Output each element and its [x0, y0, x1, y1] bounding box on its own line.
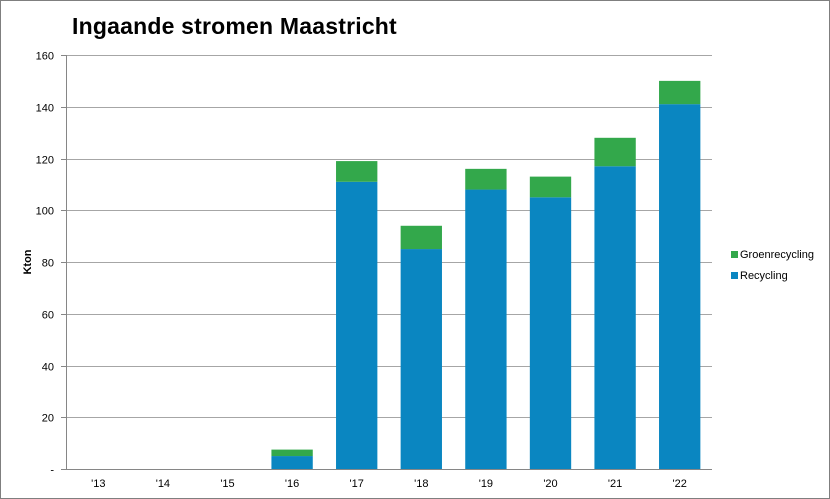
y-tick-label: 40: [42, 362, 54, 374]
bar-groenrecycling-6: [465, 168, 507, 190]
bar-recycling-6: [465, 189, 507, 470]
bar-groenrecycling-9: [659, 80, 701, 105]
x-tick-label: '13: [91, 478, 105, 490]
y-axis-label: Kton: [22, 249, 34, 274]
legend: Groenrecycling Recycling: [731, 249, 814, 282]
x-tick-label: '19: [479, 478, 493, 490]
x-tick-label: '22: [673, 478, 687, 490]
x-tick-label: '15: [220, 478, 234, 490]
legend-swatch-recycling: [731, 272, 738, 279]
x-tick-label: '17: [350, 478, 364, 490]
y-tick-label: 160: [36, 51, 54, 63]
y-tick-labels: - 20 40 60 80 100 120 140 160: [36, 51, 55, 477]
legend-label-recycling: Recycling: [740, 270, 788, 282]
bar-groenrecycling-8: [594, 137, 636, 167]
bar-groenrecycling-3: [271, 449, 313, 457]
bars: [271, 80, 701, 470]
chart-title: Ingaande stromen Maastricht: [72, 13, 397, 39]
y-tick-label: -: [50, 465, 54, 477]
bar-groenrecycling-4: [336, 161, 378, 182]
legend-swatch-groenrecycling: [731, 251, 738, 258]
axes: [61, 55, 712, 470]
x-tick-label: '16: [285, 478, 299, 490]
y-tick-label: 120: [36, 155, 54, 167]
bar-recycling-5: [400, 249, 442, 469]
y-tick-label: 100: [36, 206, 54, 218]
x-tick-label: '21: [608, 478, 622, 490]
x-tick-label: '18: [414, 478, 428, 490]
bar-recycling-8: [594, 166, 636, 469]
x-tick-labels: '13 '14 '15 '16 '17 '18 '19 '20 '21 '22: [91, 478, 687, 490]
bar-recycling-7: [529, 197, 572, 469]
y-tick-label: 80: [42, 258, 54, 270]
x-tick-label: '20: [543, 478, 557, 490]
legend-label-groenrecycling: Groenrecycling: [740, 249, 814, 261]
bar-groenrecycling-5: [400, 225, 442, 250]
bar-recycling-4: [336, 181, 378, 469]
y-tick-label: 20: [42, 413, 54, 425]
y-tick-label: 60: [42, 310, 54, 322]
bar-groenrecycling-7: [529, 176, 572, 198]
x-tick-label: '14: [156, 478, 170, 490]
bar-recycling-3: [271, 456, 313, 469]
bar-recycling-9: [659, 104, 701, 469]
y-tick-label: 140: [36, 103, 54, 115]
